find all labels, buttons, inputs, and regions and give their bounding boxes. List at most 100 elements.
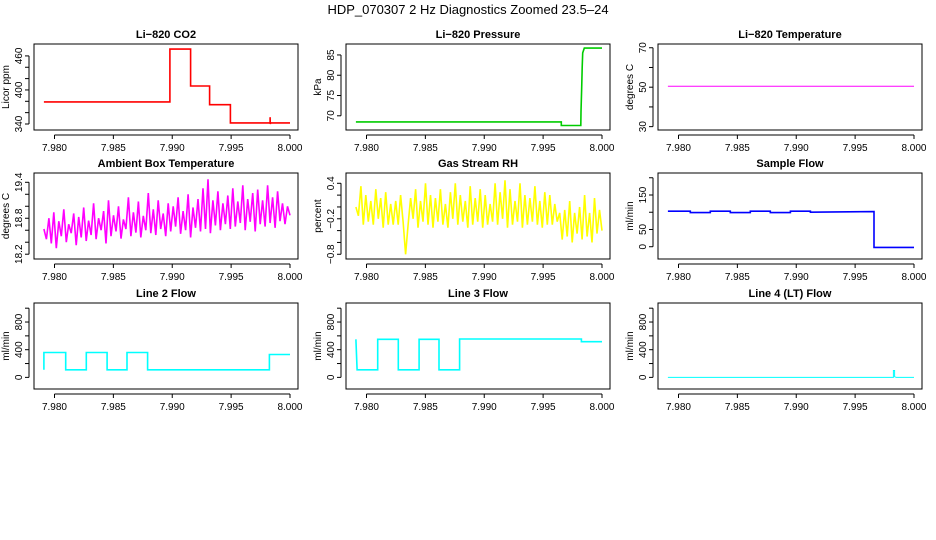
x-tick-label: 7.985 bbox=[725, 143, 750, 154]
panel-title: Sample Flow bbox=[756, 158, 824, 170]
series-line bbox=[355, 47, 602, 127]
x-tick-label: 7.995 bbox=[843, 402, 868, 413]
x-tick-label: 7.995 bbox=[219, 402, 244, 413]
x-tick-label: 7.990 bbox=[160, 272, 185, 283]
x-tick-label: 7.995 bbox=[219, 143, 244, 154]
plot-box bbox=[33, 302, 299, 390]
x-tick-label: 7.985 bbox=[101, 272, 126, 283]
series-line bbox=[43, 48, 290, 125]
x-tick-label: 7.985 bbox=[413, 272, 438, 283]
y-axis-label: Licor ppm bbox=[1, 65, 12, 109]
x-tick-label: 8.000 bbox=[901, 272, 926, 283]
x-tick-label: 8.000 bbox=[277, 143, 302, 154]
x-tick-label: 7.985 bbox=[101, 402, 126, 413]
x-tick-label: 7.990 bbox=[472, 272, 497, 283]
series-line bbox=[43, 179, 291, 249]
x-tick-label: 7.980 bbox=[354, 272, 379, 283]
y-tick-label: 460 bbox=[14, 47, 25, 64]
panel-title: Li−820 Pressure bbox=[436, 29, 521, 41]
x-tick-label: 8.000 bbox=[589, 143, 614, 154]
y-tick-label: 150 bbox=[638, 186, 649, 203]
x-tick-label: 7.995 bbox=[531, 143, 556, 154]
x-tick-label: 7.990 bbox=[160, 402, 185, 413]
x-tick-label: 8.000 bbox=[277, 272, 302, 283]
y-tick-label: 0 bbox=[638, 374, 649, 380]
y-tick-label: 75 bbox=[326, 90, 337, 102]
y-tick-label: 19.4 bbox=[14, 172, 25, 192]
y-tick-label: 400 bbox=[14, 341, 25, 358]
y-tick-label: −0.2 bbox=[326, 208, 337, 228]
panel-3: Li−820 Temperature 7.980 7.985 7.990 7.995 8.… bbox=[625, 29, 927, 154]
figure-title: HDP_070307 2 Hz Diagnostics Zoomed 23.5–… bbox=[327, 2, 608, 17]
x-tick-label: 7.980 bbox=[666, 143, 691, 154]
series-line bbox=[355, 180, 603, 255]
plot-box bbox=[657, 43, 923, 131]
series-line bbox=[667, 370, 914, 378]
y-tick-label: 0 bbox=[638, 244, 649, 250]
panel-title: Gas Stream RH bbox=[438, 158, 518, 170]
y-tick-label: 85 bbox=[326, 49, 337, 61]
x-tick-label: 7.985 bbox=[101, 143, 126, 154]
panel-6: Sample Flow 7.980 7.985 7.990 7.995 8.000 0 50 1… bbox=[625, 158, 927, 283]
x-tick-label: 7.980 bbox=[42, 143, 67, 154]
series-line bbox=[667, 210, 914, 249]
x-tick-label: 7.990 bbox=[472, 143, 497, 154]
x-tick-label: 7.985 bbox=[413, 402, 438, 413]
y-tick-label: 0.4 bbox=[326, 176, 337, 190]
y-tick-label: 0 bbox=[14, 374, 25, 380]
x-tick-label: 7.995 bbox=[843, 143, 868, 154]
x-tick-label: 7.990 bbox=[472, 402, 497, 413]
y-tick-label: 400 bbox=[14, 81, 25, 98]
y-tick-label: 80 bbox=[326, 69, 337, 81]
y-tick-label: 800 bbox=[638, 313, 649, 330]
y-tick-label: 400 bbox=[326, 341, 337, 358]
y-axis-label: ml/min bbox=[313, 331, 324, 360]
y-axis-label: ml/min bbox=[625, 201, 636, 230]
panel-7: Line 2 Flow 7.980 7.985 7.990 7.995 8.000 0 400… bbox=[1, 288, 303, 413]
series-line bbox=[43, 351, 290, 371]
y-tick-label: 30 bbox=[638, 121, 649, 133]
y-tick-label: 18.2 bbox=[14, 244, 25, 264]
y-tick-label: 800 bbox=[14, 313, 25, 330]
plot-box bbox=[657, 302, 923, 390]
x-tick-label: 7.990 bbox=[784, 143, 809, 154]
x-tick-label: 7.995 bbox=[219, 272, 244, 283]
y-axis-label: ml/min bbox=[625, 331, 636, 360]
plot-box bbox=[33, 172, 299, 260]
x-tick-label: 7.985 bbox=[725, 402, 750, 413]
series-line bbox=[355, 338, 602, 371]
x-tick-label: 8.000 bbox=[589, 272, 614, 283]
x-tick-label: 7.985 bbox=[413, 143, 438, 154]
panel-5: Gas Stream RH 7.980 7.985 7.990 7.995 8.000 −0… bbox=[313, 158, 615, 283]
x-tick-label: 7.990 bbox=[784, 272, 809, 283]
x-tick-label: 8.000 bbox=[589, 402, 614, 413]
x-tick-label: 7.990 bbox=[160, 143, 185, 154]
y-tick-label: 50 bbox=[638, 81, 649, 93]
x-tick-label: 7.995 bbox=[531, 402, 556, 413]
y-tick-label: 18.8 bbox=[14, 208, 25, 228]
y-axis-label: kPa bbox=[313, 78, 324, 96]
panel-title: Line 3 Flow bbox=[448, 288, 508, 300]
plot-box bbox=[345, 172, 611, 260]
y-tick-label: 340 bbox=[14, 115, 25, 132]
panel-title: Li−820 CO2 bbox=[136, 29, 196, 41]
x-tick-label: 7.985 bbox=[725, 272, 750, 283]
y-tick-label: 70 bbox=[326, 110, 337, 122]
panel-4: Ambient Box Temperature 7.980 7.985 7.990 7.… bbox=[1, 158, 303, 283]
x-tick-label: 8.000 bbox=[901, 143, 926, 154]
x-tick-label: 7.990 bbox=[784, 402, 809, 413]
x-tick-label: 7.980 bbox=[42, 402, 67, 413]
x-tick-label: 7.980 bbox=[42, 272, 67, 283]
y-axis-label: percent bbox=[313, 199, 324, 233]
y-tick-label: −0.8 bbox=[326, 244, 337, 264]
plot-box bbox=[657, 172, 923, 260]
y-axis-label: ml/min bbox=[1, 331, 12, 360]
y-axis-label: degrees C bbox=[625, 64, 636, 110]
panel-title: Li−820 Temperature bbox=[738, 29, 841, 41]
panel-1: Li−820 CO2 7.980 7.985 7.990 7.995 8.000 340 40… bbox=[1, 29, 303, 154]
panel-title: Ambient Box Temperature bbox=[98, 158, 235, 170]
x-tick-label: 7.995 bbox=[843, 272, 868, 283]
plot-box bbox=[33, 43, 299, 131]
plot-box bbox=[345, 302, 611, 390]
